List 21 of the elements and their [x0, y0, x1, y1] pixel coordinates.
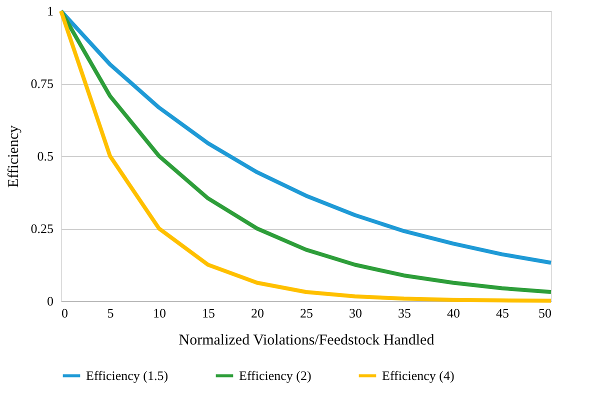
x-tick-label: 15 [202, 306, 215, 320]
x-tick-label: 5 [107, 306, 114, 320]
y-tick-label: 0.75 [30, 76, 54, 91]
y-tick-label: 0.5 [37, 148, 54, 164]
x-axis-title: Normalized Violations/Feedstock Handled [178, 332, 435, 348]
x-tick-label: 30 [349, 306, 362, 320]
x-tick-label: 25 [300, 306, 313, 320]
legend-label: Efficiency (2) [239, 368, 312, 383]
y-tick-label: 0 [47, 294, 54, 308]
y-tick-label: 0.25 [30, 221, 54, 236]
x-tick-label: 35 [398, 306, 411, 320]
x-tick-label: 20 [251, 306, 264, 320]
x-tick-label: 50 [538, 306, 552, 320]
y-axis-title: Efficiency [6, 124, 22, 188]
legend-label: Efficiency (1.5) [86, 368, 168, 383]
x-tick-label: 40 [447, 306, 460, 320]
x-tick-label: 10 [153, 306, 166, 320]
legend-label: Efficiency (4) [382, 368, 454, 383]
x-tick-label: 45 [496, 306, 509, 320]
y-tick-label: 1 [47, 4, 54, 18]
x-tick-label: 0 [62, 306, 68, 320]
